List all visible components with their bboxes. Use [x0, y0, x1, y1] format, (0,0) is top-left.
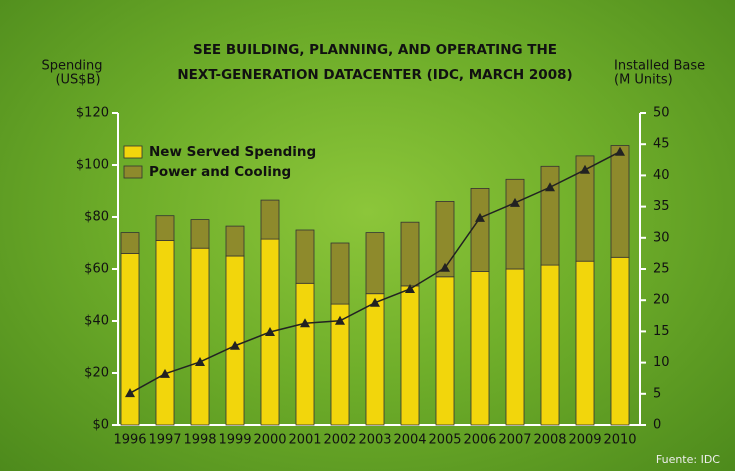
- x-tick-label: 1997: [148, 433, 181, 448]
- bar: [506, 269, 524, 425]
- x-tick-label: 2003: [358, 433, 391, 448]
- y-tick-label: $40: [84, 314, 109, 329]
- y2-tick-label: 20: [653, 293, 670, 308]
- x-tick-label: 2007: [498, 433, 531, 448]
- legend-label: New Served Spending: [149, 144, 316, 160]
- x-tick-label: 2000: [253, 433, 286, 448]
- y-tick-label: $100: [76, 158, 109, 173]
- bar: [471, 272, 489, 425]
- y-tick-label: $60: [84, 262, 109, 277]
- bar: [191, 248, 209, 425]
- bar: [366, 294, 384, 425]
- legend-swatch: [124, 166, 142, 178]
- chart-title: NEXT-GENERATION DATACENTER (IDC, MARCH 2…: [177, 67, 572, 83]
- x-tick-label: 2001: [288, 433, 321, 448]
- y-tick-label: $80: [84, 210, 109, 225]
- y2-tick-label: 15: [653, 324, 670, 339]
- y2-tick-label: 10: [653, 355, 670, 370]
- bar: [261, 200, 279, 239]
- bar: [576, 261, 594, 425]
- x-tick-label: 2004: [393, 433, 426, 448]
- bar: [611, 146, 629, 258]
- chart: SEE BUILDING, PLANNING, AND OPERATING TH…: [0, 0, 735, 471]
- bar: [541, 265, 559, 425]
- x-tick-label: 2005: [428, 433, 461, 448]
- y2-tick-label: 25: [653, 262, 670, 277]
- bar: [296, 283, 314, 425]
- x-tick-label: 2006: [463, 433, 496, 448]
- bar: [296, 230, 314, 283]
- legend-label: Power and Cooling: [149, 164, 291, 180]
- bar: [471, 188, 489, 271]
- y2-tick-label: 45: [653, 137, 670, 152]
- y2-tick-label: 5: [653, 386, 661, 401]
- bar: [401, 222, 419, 286]
- bar: [366, 233, 384, 294]
- legend-swatch: [124, 146, 142, 158]
- bar: [331, 243, 349, 304]
- bar: [401, 286, 419, 425]
- x-tick-label: 2002: [323, 433, 356, 448]
- bar: [121, 253, 139, 425]
- y-tick-label: $20: [84, 366, 109, 381]
- y-axis-label: Spending: [41, 59, 102, 74]
- bar: [436, 277, 454, 425]
- x-tick-label: 1999: [218, 433, 251, 448]
- x-tick-label: 1996: [113, 433, 146, 448]
- y-tick-label: $120: [76, 106, 109, 121]
- source-note: Fuente: IDC: [656, 453, 720, 466]
- x-tick-label: 2009: [568, 433, 601, 448]
- bar: [191, 220, 209, 249]
- bar: [156, 216, 174, 241]
- y-axis-label: (US$B): [55, 73, 100, 88]
- y2-tick-label: 35: [653, 199, 670, 214]
- x-tick-label: 2010: [603, 433, 636, 448]
- chart-title: SEE BUILDING, PLANNING, AND OPERATING TH…: [193, 42, 557, 58]
- y2-tick-label: 0: [653, 418, 661, 433]
- bar: [541, 166, 559, 265]
- y2-tick-label: 50: [653, 106, 670, 121]
- y2-axis-label: (M Units): [614, 73, 673, 88]
- y2-tick-label: 40: [653, 168, 670, 183]
- x-tick-label: 2008: [533, 433, 566, 448]
- y-tick-label: $0: [92, 418, 109, 433]
- y2-axis-label: Installed Base: [614, 59, 705, 74]
- bar: [226, 256, 244, 425]
- bar: [611, 257, 629, 425]
- x-tick-label: 1998: [183, 433, 216, 448]
- bar: [506, 179, 524, 269]
- bar: [226, 226, 244, 256]
- y2-tick-label: 30: [653, 230, 670, 245]
- bar: [121, 233, 139, 254]
- bar: [156, 240, 174, 425]
